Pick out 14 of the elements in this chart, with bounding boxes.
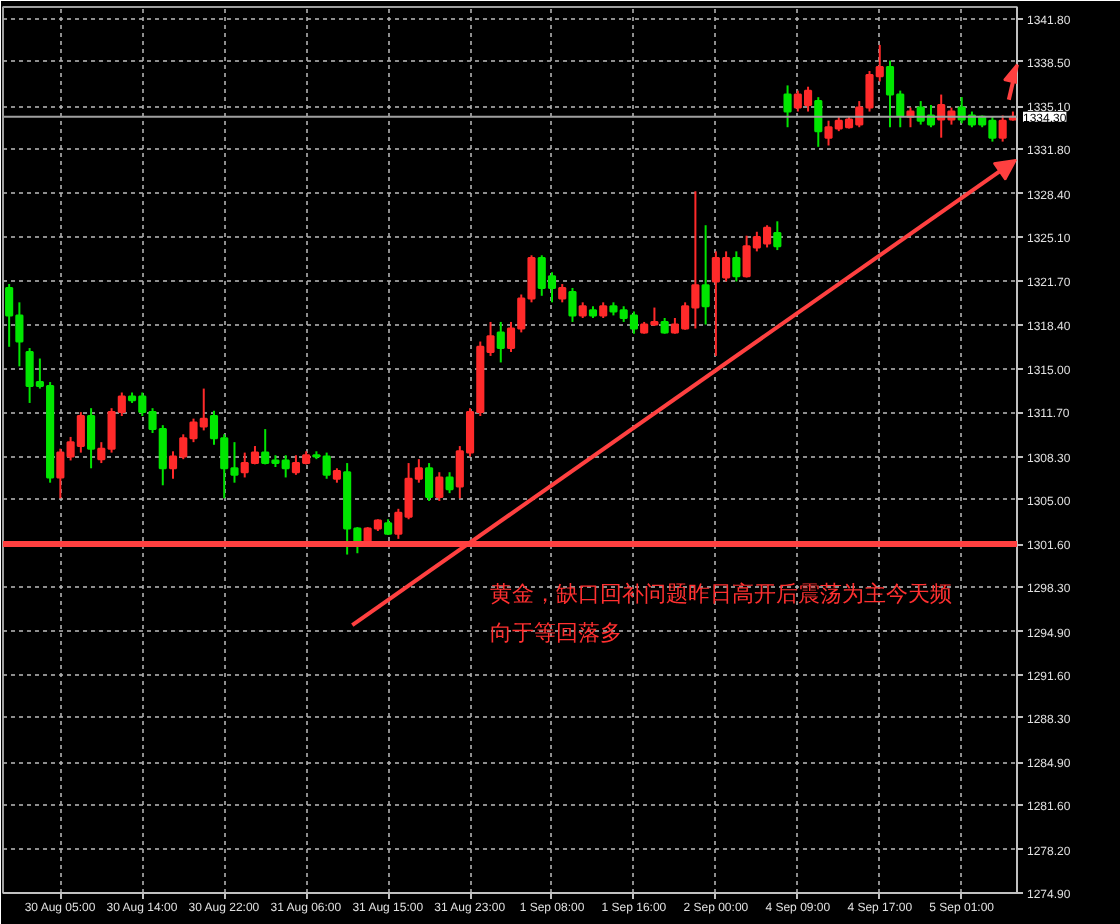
candlestick bbox=[87, 407, 96, 470]
candlestick bbox=[783, 84, 792, 129]
candlestick bbox=[425, 462, 434, 502]
candlestick bbox=[435, 471, 444, 502]
candlestick bbox=[773, 220, 782, 252]
candlestick bbox=[568, 286, 577, 323]
candlestick bbox=[701, 224, 710, 326]
candlestick bbox=[558, 283, 567, 304]
candlestick bbox=[732, 250, 741, 283]
candlestick bbox=[445, 471, 454, 495]
candlestick bbox=[814, 96, 823, 148]
candlestick bbox=[496, 320, 505, 364]
candlestick bbox=[998, 114, 1007, 143]
annotation: 黄金，缺口回补问题昨日高开后震荡为主今天频向于等回落多 bbox=[489, 580, 952, 646]
